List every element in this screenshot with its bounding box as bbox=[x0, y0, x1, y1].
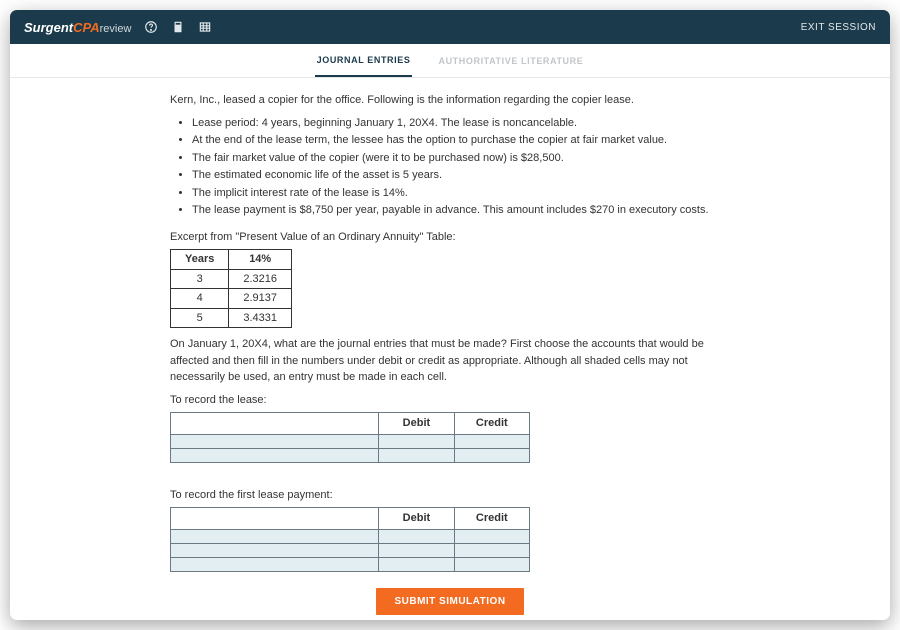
je-credit-cell[interactable] bbox=[454, 448, 529, 462]
je-input-row bbox=[171, 543, 530, 557]
je-account-cell[interactable] bbox=[171, 543, 379, 557]
problem-instruction: On January 1, 20X4, what are the journal… bbox=[170, 336, 730, 386]
table-row: 4 2.9137 bbox=[171, 289, 292, 309]
content-scroll[interactable]: Kern, Inc., leased a copier for the offi… bbox=[10, 78, 890, 620]
content-inner: Kern, Inc., leased a copier for the offi… bbox=[170, 92, 730, 608]
je-account-cell[interactable] bbox=[171, 448, 379, 462]
list-item: Lease period: 4 years, beginning January… bbox=[192, 115, 730, 132]
app-window: SurgentCPAreview EXIT SESSION JOURNAL EN… bbox=[10, 10, 890, 620]
je-credit-cell[interactable] bbox=[454, 543, 529, 557]
pv-years: 3 bbox=[171, 269, 229, 289]
je-debit-cell[interactable] bbox=[379, 448, 454, 462]
list-item: The fair market value of the copier (wer… bbox=[192, 150, 730, 167]
je-input-row bbox=[171, 529, 530, 543]
je-debit-cell[interactable] bbox=[379, 434, 454, 448]
problem-intro: Kern, Inc., leased a copier for the offi… bbox=[170, 92, 730, 109]
tab-journal-entries[interactable]: JOURNAL ENTRIES bbox=[315, 45, 413, 77]
journal-entry-table-2: Debit Credit bbox=[170, 507, 530, 572]
list-item: The lease payment is $8,750 per year, pa… bbox=[192, 202, 730, 219]
brand-logo: SurgentCPAreview bbox=[24, 20, 131, 35]
pv-annuity-table: Years 14% 3 2.3216 4 2.9137 5 3.4331 bbox=[170, 249, 292, 328]
list-item: At the end of the lease term, the lessee… bbox=[192, 132, 730, 149]
pv-col-years: Years bbox=[171, 250, 229, 270]
je-input-row bbox=[171, 448, 530, 462]
brand-word-2: CPA bbox=[73, 20, 99, 35]
pv-years: 5 bbox=[171, 308, 229, 328]
pv-value: 2.9137 bbox=[229, 289, 292, 309]
je-input-row bbox=[171, 557, 530, 571]
spreadsheet-icon[interactable] bbox=[197, 20, 212, 35]
pv-value: 2.3216 bbox=[229, 269, 292, 289]
je-credit-cell[interactable] bbox=[454, 529, 529, 543]
submit-simulation-button[interactable]: SUBMIT SIMULATION bbox=[376, 588, 523, 615]
list-item: The estimated economic life of the asset… bbox=[192, 167, 730, 184]
submit-row: SUBMIT SIMULATION bbox=[170, 588, 730, 615]
je-account-cell[interactable] bbox=[171, 529, 379, 543]
je-account-cell[interactable] bbox=[171, 557, 379, 571]
je-col-account bbox=[171, 413, 379, 435]
brand-word-1: Surgent bbox=[24, 20, 73, 35]
exit-session-button[interactable]: EXIT SESSION bbox=[801, 22, 876, 33]
je-credit-cell[interactable] bbox=[454, 557, 529, 571]
je-col-credit: Credit bbox=[454, 413, 529, 435]
table-row: 5 3.4331 bbox=[171, 308, 292, 328]
spacer bbox=[170, 463, 730, 481]
list-item: The implicit interest rate of the lease … bbox=[192, 185, 730, 202]
entry1-label: To record the lease: bbox=[170, 392, 730, 409]
entry2-label: To record the first lease payment: bbox=[170, 487, 730, 504]
je-input-row bbox=[171, 434, 530, 448]
je-col-debit: Debit bbox=[379, 413, 454, 435]
pv-col-rate: 14% bbox=[229, 250, 292, 270]
je-col-debit: Debit bbox=[379, 508, 454, 530]
pv-table-label: Excerpt from "Present Value of an Ordina… bbox=[170, 229, 730, 246]
help-icon[interactable] bbox=[143, 20, 158, 35]
journal-entry-table-1: Debit Credit bbox=[170, 412, 530, 463]
calculator-icon[interactable] bbox=[170, 20, 185, 35]
je-col-credit: Credit bbox=[454, 508, 529, 530]
pv-years: 4 bbox=[171, 289, 229, 309]
table-row: 3 2.3216 bbox=[171, 269, 292, 289]
brand-word-3: review bbox=[100, 23, 132, 35]
pv-value: 3.4331 bbox=[229, 308, 292, 328]
je-credit-cell[interactable] bbox=[454, 434, 529, 448]
problem-facts-list: Lease period: 4 years, beginning January… bbox=[192, 115, 730, 219]
je-debit-cell[interactable] bbox=[379, 543, 454, 557]
je-col-account bbox=[171, 508, 379, 530]
brand-area: SurgentCPAreview bbox=[24, 20, 212, 35]
je-debit-cell[interactable] bbox=[379, 557, 454, 571]
je-account-cell[interactable] bbox=[171, 434, 379, 448]
top-bar: SurgentCPAreview EXIT SESSION bbox=[10, 10, 890, 44]
tab-authoritative-literature[interactable]: AUTHORITATIVE LITERATURE bbox=[436, 46, 585, 76]
je-debit-cell[interactable] bbox=[379, 529, 454, 543]
tab-bar: JOURNAL ENTRIES AUTHORITATIVE LITERATURE bbox=[10, 44, 890, 78]
